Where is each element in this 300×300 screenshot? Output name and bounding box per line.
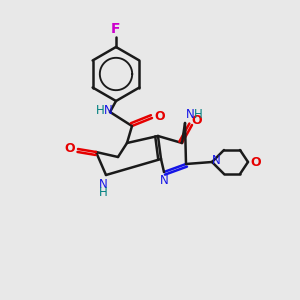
Text: F: F <box>111 22 121 36</box>
Text: H: H <box>96 104 104 118</box>
Text: O: O <box>155 110 165 122</box>
Text: N: N <box>99 178 107 190</box>
Text: H: H <box>99 185 107 199</box>
Text: O: O <box>192 113 202 127</box>
Text: N: N <box>186 107 194 121</box>
Text: H: H <box>194 107 202 121</box>
Text: O: O <box>251 155 261 169</box>
Text: O: O <box>65 142 75 155</box>
Text: N: N <box>212 154 220 167</box>
Text: N: N <box>103 104 112 118</box>
Text: N: N <box>160 173 168 187</box>
